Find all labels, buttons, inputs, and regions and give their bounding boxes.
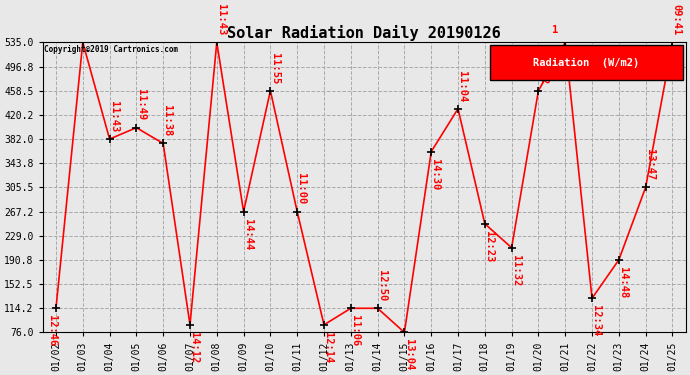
Text: 13:47: 13:47 <box>644 149 655 180</box>
Text: 11:49: 11:49 <box>135 90 146 121</box>
Point <box>506 245 517 251</box>
Text: 11:55: 11:55 <box>270 53 279 84</box>
Point <box>345 305 356 311</box>
Point <box>533 88 544 94</box>
Text: Radiation  (W/m2): Radiation (W/m2) <box>533 58 639 68</box>
Point <box>372 305 383 311</box>
Point <box>399 329 410 335</box>
Point <box>131 124 142 130</box>
Text: 14:30: 14:30 <box>431 159 440 190</box>
Text: 11:43: 11:43 <box>109 101 119 132</box>
Point <box>613 257 624 263</box>
Text: 13:04: 13:04 <box>404 339 413 370</box>
Point <box>77 39 88 45</box>
FancyBboxPatch shape <box>490 45 682 80</box>
Text: 14:48: 14:48 <box>618 267 628 298</box>
Text: 11:00: 11:00 <box>297 173 306 205</box>
Text: 14:12: 14:12 <box>189 332 199 363</box>
Point <box>238 209 249 214</box>
Point <box>453 106 464 112</box>
Point <box>640 184 651 190</box>
Text: 11:43: 11:43 <box>216 4 226 35</box>
Text: 12:50: 12:50 <box>377 270 387 302</box>
Text: 12:46: 12:46 <box>47 315 57 346</box>
Point <box>667 39 678 45</box>
Point <box>265 88 276 94</box>
Title: Solar Radiation Daily 20190126: Solar Radiation Daily 20190126 <box>227 25 501 41</box>
Text: 11:06: 11:06 <box>350 315 360 346</box>
Point <box>586 295 598 301</box>
Point <box>560 39 571 45</box>
Text: 09:41: 09:41 <box>671 4 682 35</box>
Text: 1: 1 <box>552 26 558 35</box>
Point <box>104 136 115 142</box>
Point <box>157 141 168 147</box>
Point <box>426 149 437 155</box>
Text: Copyright©2019 Cartronics.com: Copyright©2019 Cartronics.com <box>44 45 178 54</box>
Text: 14:44: 14:44 <box>243 219 253 250</box>
Point <box>50 305 61 311</box>
Point <box>292 209 303 214</box>
Point <box>319 322 330 328</box>
Text: 12:14: 12:14 <box>323 332 333 363</box>
Point <box>480 221 491 227</box>
Text: 11:38: 11:38 <box>162 105 172 136</box>
Text: 11:04: 11:04 <box>457 70 467 102</box>
Point <box>184 322 195 328</box>
Text: 11:32: 11:32 <box>511 255 521 286</box>
Text: 12:34: 12:34 <box>591 305 601 336</box>
Text: 11:52: 11:52 <box>538 53 548 84</box>
Text: 12:23: 12:23 <box>484 231 494 262</box>
Point <box>211 39 222 45</box>
